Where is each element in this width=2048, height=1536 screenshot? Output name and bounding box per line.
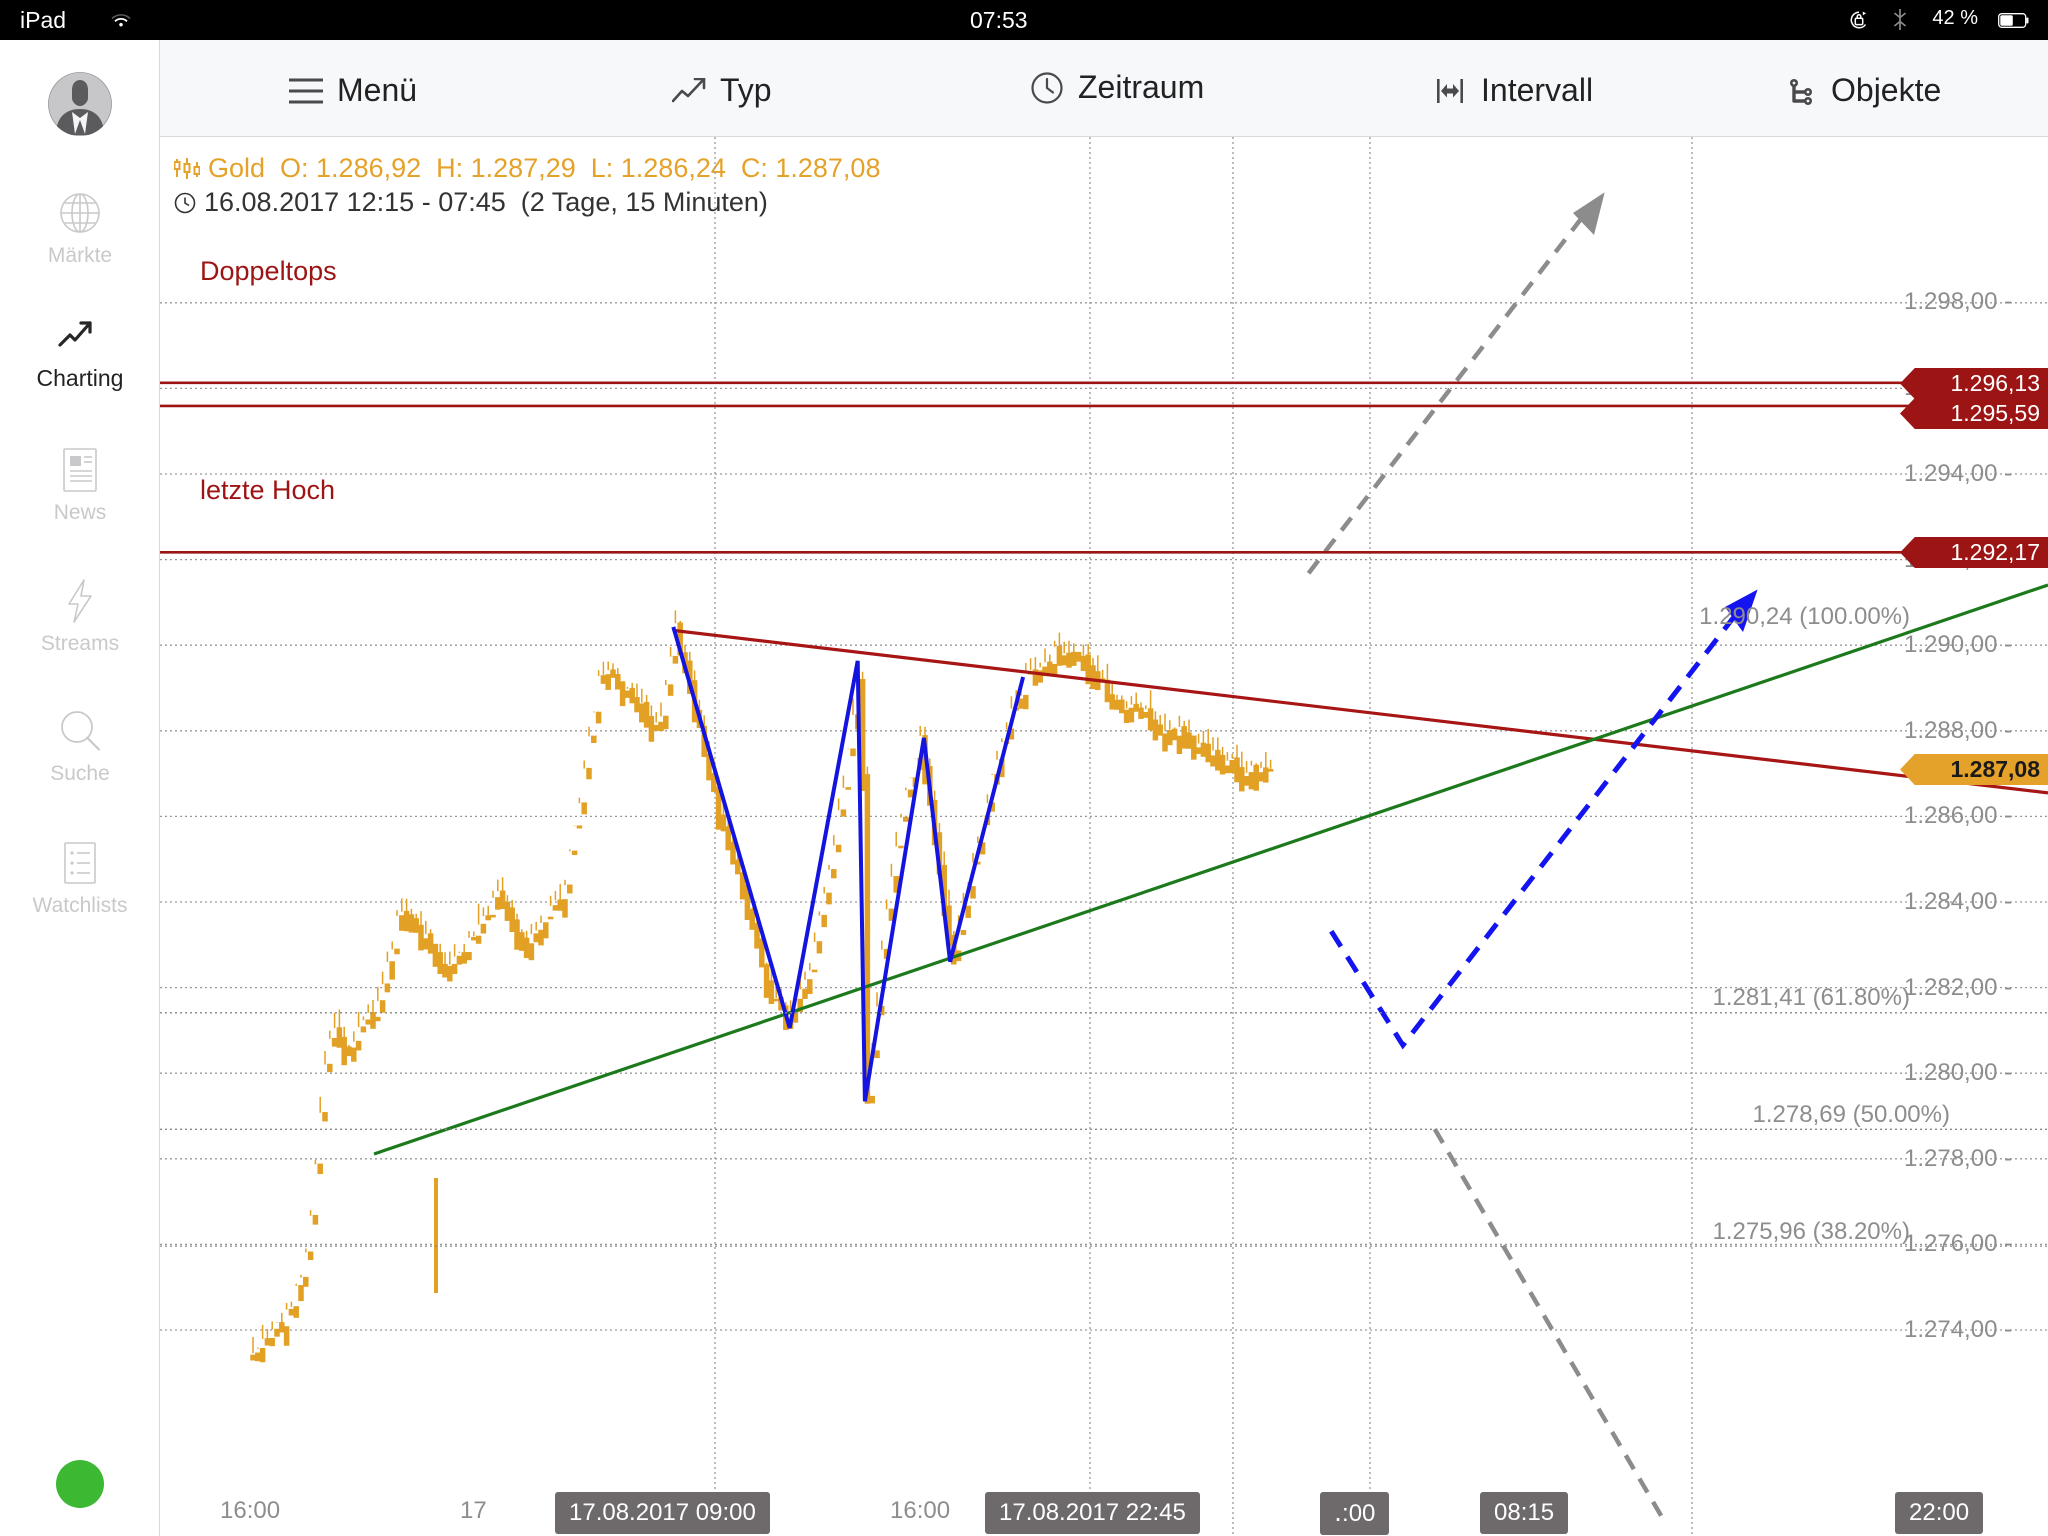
svg-text:Doppeltops: Doppeltops (200, 256, 337, 286)
svg-text:1.275,96 (38.20%): 1.275,96 (38.20%) (1713, 1218, 1910, 1245)
svg-text:1.278,69 (50.00%): 1.278,69 (50.00%) (1753, 1101, 1950, 1128)
svg-text:letzte Hoch: letzte Hoch (200, 475, 335, 505)
svg-text:1.290,24 (100.00%): 1.290,24 (100.00%) (1699, 603, 1910, 630)
svg-text:1.281,41 (61.80%): 1.281,41 (61.80%) (1713, 984, 1910, 1011)
